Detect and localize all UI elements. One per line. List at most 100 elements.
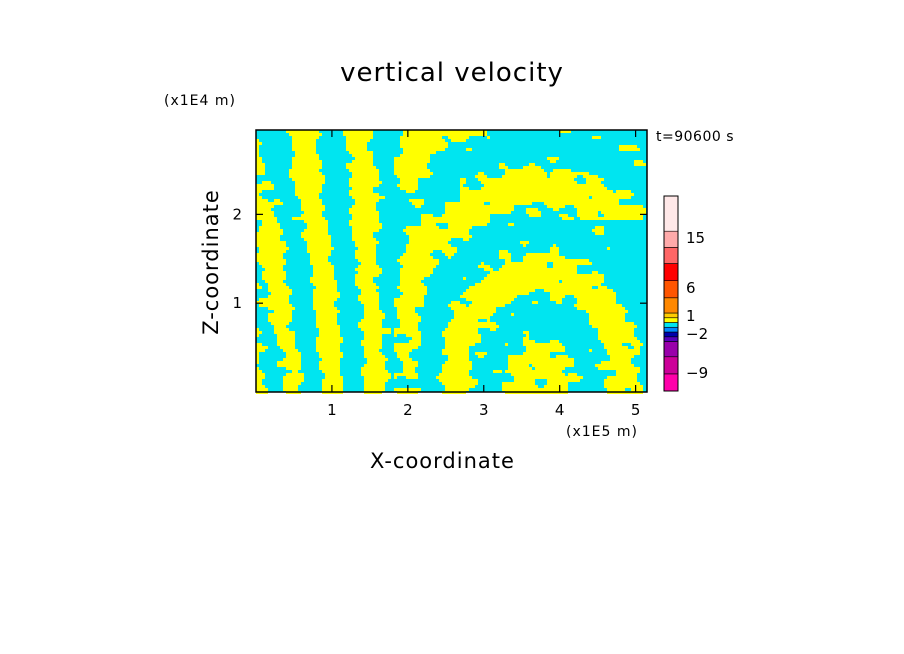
updraft-region <box>523 166 541 169</box>
updraft-region <box>400 271 433 274</box>
updraft-region <box>403 265 436 268</box>
updraft-region <box>394 169 430 172</box>
colorbar-swatch <box>663 312 679 319</box>
updraft-region <box>397 352 409 355</box>
updraft-region <box>286 373 304 376</box>
updraft-region <box>445 340 481 343</box>
updraft-region <box>292 142 316 145</box>
updraft-region <box>502 175 547 178</box>
updraft-region <box>607 388 625 391</box>
updraft-region <box>442 370 469 373</box>
updraft-region <box>292 139 316 142</box>
updraft-region <box>601 211 646 214</box>
updraft-region <box>298 196 319 199</box>
updraft-region <box>532 364 574 367</box>
updraft-region <box>256 259 286 262</box>
updraft-region <box>319 328 340 331</box>
updraft-region <box>460 193 634 196</box>
updraft-region <box>283 376 304 379</box>
updraft-region <box>256 196 262 199</box>
updraft-region <box>394 373 418 376</box>
updraft-region <box>610 358 631 361</box>
updraft-region <box>304 211 322 214</box>
updraft-region <box>259 304 292 307</box>
updraft-region <box>397 175 430 178</box>
updraft-region <box>526 334 529 337</box>
updraft-region <box>400 256 433 259</box>
updraft-region <box>352 238 376 241</box>
updraft-region <box>394 172 433 175</box>
x-axis-label: X-coordinate <box>370 449 515 473</box>
updraft-region <box>355 268 382 271</box>
velocity-field <box>256 130 647 394</box>
updraft-region <box>577 214 598 217</box>
updraft-region <box>394 157 430 160</box>
updraft-region <box>589 349 592 352</box>
updraft-region <box>322 358 340 361</box>
updraft-region <box>316 319 337 322</box>
updraft-region <box>487 136 490 139</box>
updraft-region <box>442 367 472 370</box>
updraft-region <box>256 241 286 244</box>
updraft-region <box>523 244 526 247</box>
updraft-region <box>256 367 259 370</box>
updraft-region <box>256 154 259 157</box>
updraft-region <box>319 334 340 337</box>
updraft-region <box>268 289 292 292</box>
updraft-region <box>523 331 529 334</box>
colorbar-swatch <box>663 373 679 392</box>
updraft-region <box>316 313 337 316</box>
updraft-region <box>262 265 283 268</box>
updraft-region <box>301 205 325 208</box>
updraft-region <box>556 301 562 304</box>
updraft-region <box>256 235 280 238</box>
updraft-region <box>577 301 616 304</box>
updraft-region <box>256 370 262 373</box>
updraft-region <box>256 157 262 160</box>
updraft-region <box>349 208 376 211</box>
updraft-region <box>532 301 538 304</box>
updraft-region <box>592 196 631 199</box>
updraft-region <box>550 298 562 301</box>
updraft-region <box>589 313 625 316</box>
updraft-region <box>439 373 469 376</box>
updraft-region <box>406 334 421 337</box>
updraft-region <box>256 190 262 193</box>
updraft-region <box>634 346 640 349</box>
updraft-region <box>256 169 265 172</box>
updraft-region <box>256 358 259 361</box>
updraft-region <box>355 283 376 286</box>
updraft-region <box>409 340 421 343</box>
updraft-region <box>256 238 280 241</box>
updraft-region <box>319 361 340 364</box>
updraft-region <box>259 250 286 253</box>
updraft-region <box>394 343 421 346</box>
updraft-region <box>307 241 331 244</box>
updraft-region <box>397 259 439 262</box>
updraft-region <box>547 382 568 385</box>
updraft-region <box>454 310 496 313</box>
colorbar-swatch <box>663 247 679 264</box>
updraft-region <box>364 337 382 340</box>
updraft-region <box>355 199 379 202</box>
updraft-region <box>271 322 289 325</box>
updraft-region <box>265 268 283 271</box>
updraft-region <box>319 331 340 334</box>
updraft-region <box>589 322 634 325</box>
updraft-region <box>577 298 616 301</box>
updraft-region <box>508 367 532 370</box>
updraft-region <box>550 295 565 298</box>
updraft-region <box>499 166 508 169</box>
updraft-region <box>283 385 298 388</box>
updraft-region <box>454 316 490 319</box>
updraft-region <box>310 259 328 262</box>
updraft-region <box>325 373 340 376</box>
updraft-region <box>394 163 427 166</box>
updraft-region <box>361 262 376 265</box>
updraft-region <box>394 166 427 169</box>
updraft-region <box>256 145 259 148</box>
updraft-region <box>445 343 475 346</box>
updraft-region <box>355 256 376 259</box>
updraft-region <box>442 349 469 352</box>
